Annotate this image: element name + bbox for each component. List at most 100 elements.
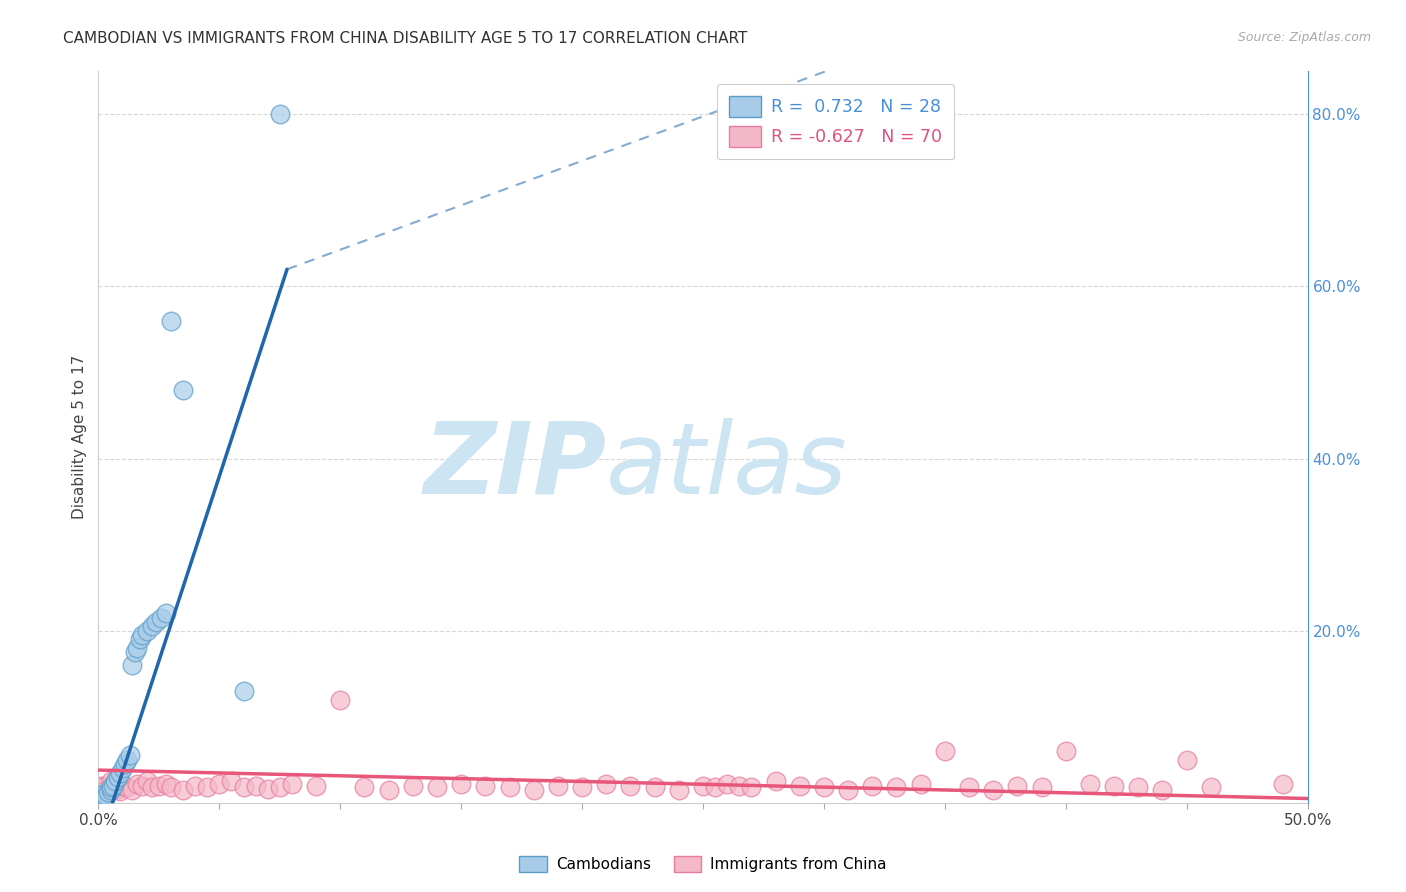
Point [135,774,157,789]
Text: Source: ZipAtlas.com: Source: ZipAtlas.com [1237,31,1371,45]
Point [523,783,546,797]
Text: CAMBODIAN VS IMMIGRANTS FROM CHINA DISABILITY AGE 5 TO 17 CORRELATION CHART: CAMBODIAN VS IMMIGRANTS FROM CHINA DISAB… [63,31,748,46]
Point [117,780,139,795]
Point [329,692,352,706]
Point [813,780,835,795]
Point [155,777,177,791]
Point [90,791,112,805]
Point [107,770,129,784]
Point [644,780,666,795]
Point [100,780,122,795]
Point [91,780,114,795]
Point [716,777,738,791]
Point [981,783,1004,797]
Point [256,782,278,797]
Point [353,780,375,795]
Point [269,107,291,121]
Point [114,757,136,772]
Point [571,780,593,795]
Point [97,785,120,799]
Point [91,787,114,801]
Point [107,782,129,797]
Point [789,779,811,793]
Point [1128,780,1150,795]
Point [145,615,167,629]
Point [128,632,150,647]
Point [692,779,714,793]
Point [208,777,231,791]
Point [498,780,520,795]
Point [104,777,127,791]
Point [474,779,496,793]
Point [118,748,141,763]
Point [886,780,908,795]
Point [195,780,218,795]
Point [377,783,399,797]
Point [90,779,112,793]
Point [131,628,153,642]
Point [100,774,122,789]
Point [108,765,131,780]
Point [97,785,120,799]
Point [121,658,143,673]
Point [94,789,117,803]
Point [619,779,641,793]
Point [1007,779,1029,793]
Point [104,774,127,789]
Point [1152,783,1174,797]
Point [127,777,149,791]
Point [860,779,883,793]
Point [704,780,727,795]
Point [100,783,122,797]
Legend: Cambodians, Immigrants from China: Cambodians, Immigrants from China [512,848,894,880]
Point [131,779,153,793]
Text: atlas: atlas [606,417,848,515]
Point [1272,777,1295,791]
Point [957,780,980,795]
Point [281,777,304,791]
Point [450,777,472,791]
Point [160,314,183,328]
Point [160,780,183,795]
Point [155,607,177,621]
Point [148,779,170,793]
Point [595,777,617,791]
Point [108,783,131,797]
Point [547,779,569,793]
Point [910,777,932,791]
Point [172,383,194,397]
Point [837,783,859,797]
Point [135,624,157,638]
Point [1102,779,1125,793]
Point [141,619,163,633]
Point [101,779,124,793]
Point [245,779,267,793]
Point [426,780,449,795]
Legend: R =  0.732   N = 28, R = -0.627   N = 70: R = 0.732 N = 28, R = -0.627 N = 70 [717,84,955,159]
Point [232,780,254,795]
Point [111,761,134,775]
Point [124,645,146,659]
Point [150,611,173,625]
Point [1199,780,1222,795]
Point [184,779,207,793]
Point [1175,753,1198,767]
Point [232,684,254,698]
Point [172,783,194,797]
Point [269,780,291,795]
Point [1078,777,1101,791]
Text: ZIP: ZIP [423,417,606,515]
Point [141,780,163,795]
Point [101,780,124,795]
Y-axis label: Disability Age 5 to 17: Disability Age 5 to 17 [72,355,87,519]
Point [305,779,328,793]
Point [728,779,751,793]
Point [221,774,243,789]
Point [934,744,956,758]
Point [121,783,143,797]
Point [765,774,787,789]
Point [1054,744,1077,758]
Point [1031,780,1053,795]
Point [740,780,762,795]
Point [117,753,139,767]
